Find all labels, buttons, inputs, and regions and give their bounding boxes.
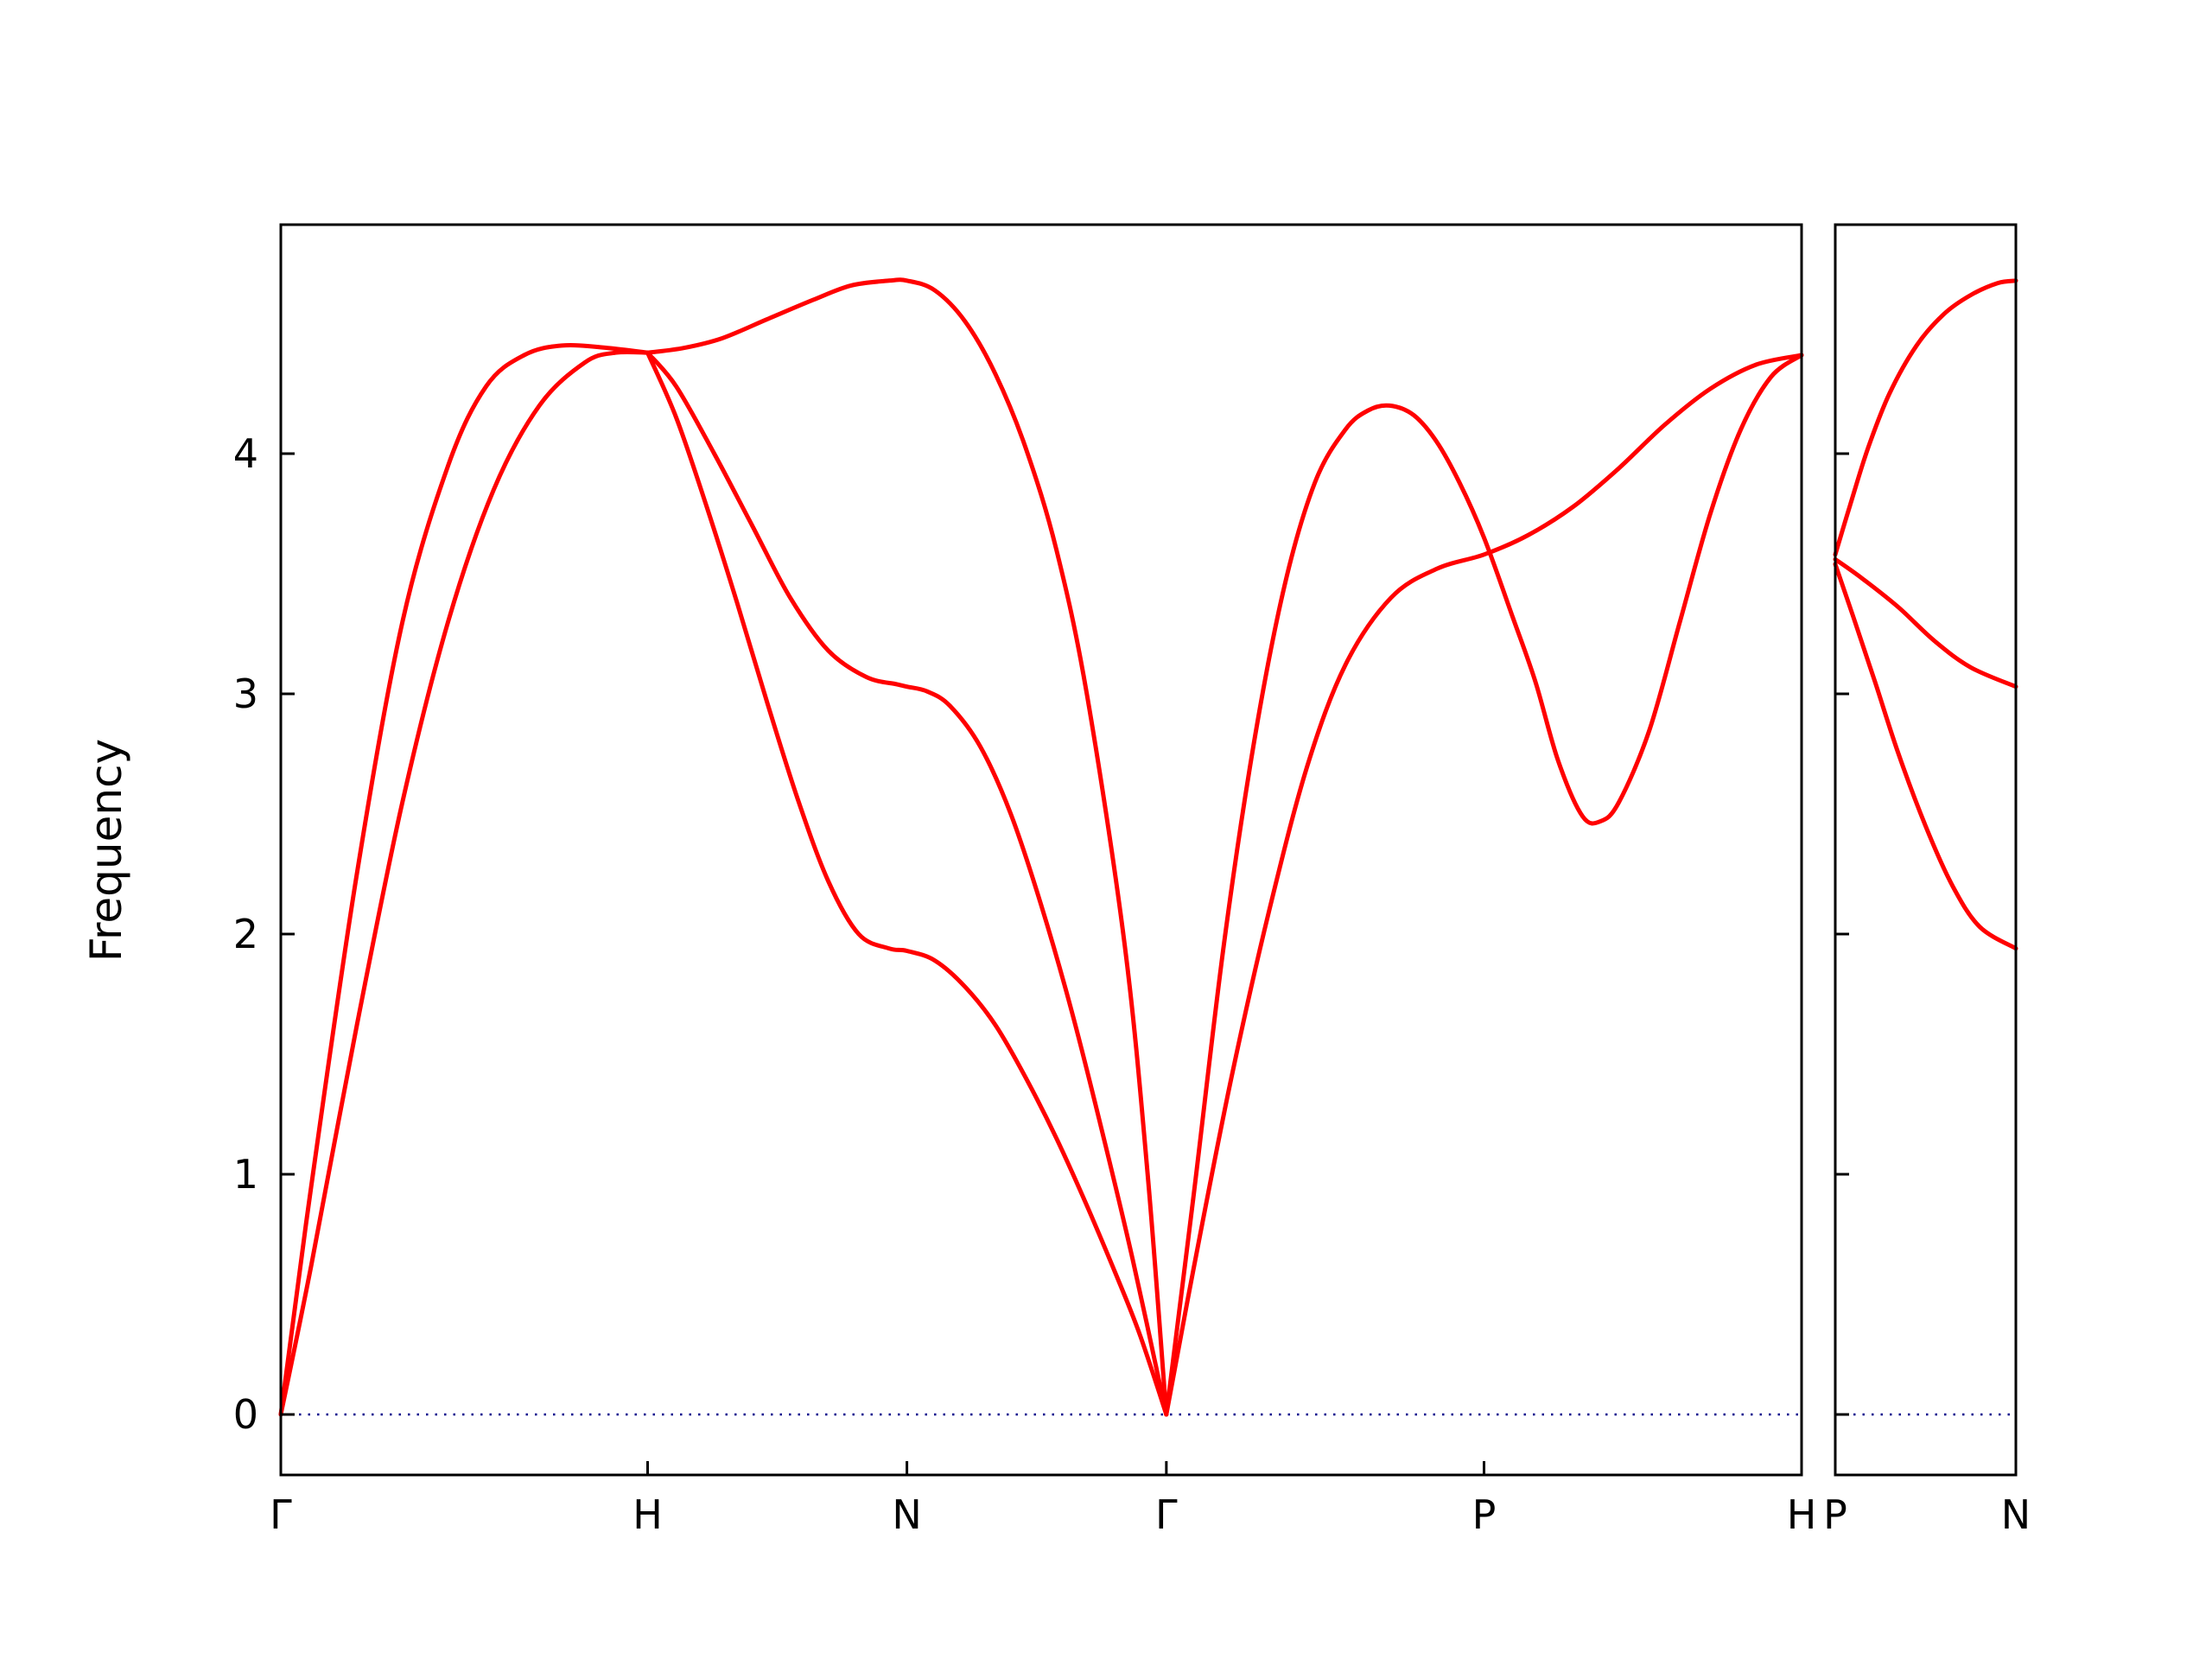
band-curve-longitudinal-branch-GPH	[1164, 353, 1804, 1417]
band-curve-top-branch-HNG	[645, 277, 1169, 1417]
y-tick-label: 3	[233, 671, 258, 717]
x-tick-label: P	[1823, 1491, 1847, 1538]
band-curve-low-branch-HNG	[645, 350, 1169, 1417]
band-curve-transverse-acoustic-GH	[278, 349, 650, 1417]
y-tick-label: 1	[233, 1151, 258, 1198]
x-tick-label: H	[1787, 1491, 1817, 1538]
panel-frame-pn-path	[1834, 223, 2018, 1477]
band-curve-middle-branch-PN	[1833, 556, 2018, 690]
x-tick-label: H	[632, 1491, 663, 1538]
y-axis-label: Frequency	[81, 739, 131, 962]
x-tick-label: P	[1472, 1491, 1497, 1538]
x-tick-label: Γ	[270, 1491, 292, 1538]
band-curve-low-branch-PN	[1833, 562, 2018, 951]
band-curve-longitudinal-acoustic-GH	[278, 343, 650, 1417]
x-tick-label: N	[892, 1491, 921, 1538]
y-tick-label: 4	[233, 430, 258, 477]
y-tick-label: 0	[233, 1391, 258, 1438]
band-curve-transverse-branch-GPH	[1164, 353, 1804, 1417]
y-tick-label: 2	[233, 911, 258, 957]
band-curve-middle-branch-HNG	[645, 350, 1169, 1417]
x-tick-label: Γ	[1155, 1491, 1178, 1538]
band-curve-top-branch-PN	[1833, 278, 2018, 557]
x-tick-label: N	[2001, 1491, 2031, 1538]
panel-frame-main-path	[279, 223, 1803, 1477]
